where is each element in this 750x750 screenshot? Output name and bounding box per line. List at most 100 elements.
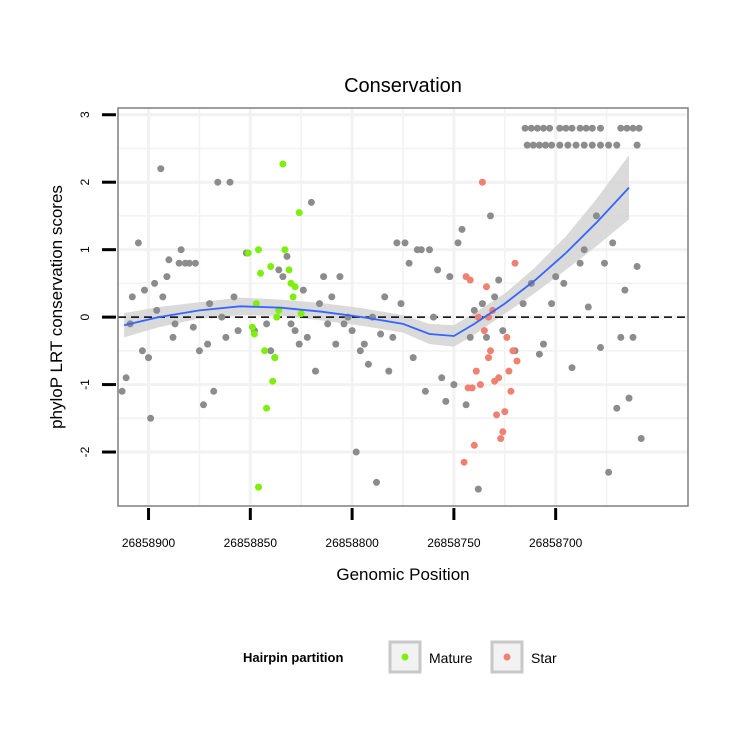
point-star bbox=[505, 367, 513, 375]
point-other bbox=[562, 124, 570, 132]
point-other bbox=[540, 340, 547, 348]
point-other bbox=[421, 387, 429, 395]
point-other bbox=[385, 367, 393, 375]
point-other bbox=[450, 381, 458, 389]
point-other bbox=[118, 387, 126, 395]
point-other bbox=[580, 246, 588, 254]
point-other bbox=[151, 279, 159, 287]
point-other bbox=[576, 124, 584, 132]
point-other bbox=[470, 306, 478, 314]
point-other bbox=[157, 165, 165, 173]
point-other bbox=[206, 300, 214, 308]
y-tick-label: 2 bbox=[78, 179, 92, 186]
point-other bbox=[426, 246, 433, 254]
point-other bbox=[430, 313, 437, 321]
point-other bbox=[163, 273, 171, 281]
point-other bbox=[546, 124, 554, 132]
point-other bbox=[556, 124, 564, 132]
point-star bbox=[476, 381, 484, 389]
y-tick-label: 1 bbox=[78, 246, 92, 253]
smooth-line-layer bbox=[123, 186, 630, 337]
point-other bbox=[625, 394, 633, 402]
point-other bbox=[560, 279, 568, 287]
point-mature bbox=[267, 263, 275, 270]
point-other bbox=[340, 320, 348, 328]
point-star bbox=[464, 384, 472, 392]
point-other bbox=[523, 141, 531, 149]
point-other bbox=[122, 374, 130, 382]
point-other bbox=[495, 276, 503, 284]
point-other bbox=[605, 468, 613, 476]
legend-title: Hairpin partition bbox=[243, 650, 343, 665]
point-other bbox=[605, 141, 613, 149]
y-tick-label: -1 bbox=[78, 379, 92, 390]
point-other bbox=[535, 350, 543, 358]
point-other bbox=[303, 333, 311, 341]
point-other bbox=[491, 293, 499, 301]
plot-panel-border bbox=[117, 107, 689, 507]
point-star bbox=[487, 347, 494, 355]
point-other bbox=[633, 263, 641, 270]
x-tick-label: 26858750 bbox=[427, 536, 481, 550]
chart-title: Conservation bbox=[344, 75, 462, 97]
point-other bbox=[222, 333, 230, 341]
point-other bbox=[393, 239, 401, 247]
point-other bbox=[405, 259, 413, 267]
point-mature bbox=[275, 306, 283, 314]
point-other bbox=[483, 333, 490, 341]
smooth-ribbon-layer bbox=[124, 155, 629, 347]
point-mature bbox=[279, 160, 287, 168]
point-other bbox=[466, 333, 474, 341]
point-other bbox=[159, 293, 167, 301]
point-mature bbox=[255, 483, 262, 491]
point-star bbox=[507, 387, 515, 395]
point-other bbox=[226, 178, 234, 186]
point-mature bbox=[273, 313, 281, 321]
point-other bbox=[153, 306, 161, 314]
point-other bbox=[332, 340, 340, 348]
point-other bbox=[389, 333, 397, 341]
point-other bbox=[487, 212, 494, 220]
point-other bbox=[580, 141, 588, 149]
point-star bbox=[472, 367, 480, 375]
y-axis-title: phyloP LRT conservation scores bbox=[47, 185, 66, 429]
point-other bbox=[568, 124, 576, 132]
point-other bbox=[584, 303, 592, 311]
point-other bbox=[234, 327, 242, 335]
point-other bbox=[597, 141, 604, 149]
point-other bbox=[134, 239, 142, 247]
point-other bbox=[210, 387, 218, 395]
point-star bbox=[503, 333, 511, 341]
point-mature bbox=[269, 377, 277, 385]
point-other bbox=[462, 401, 470, 409]
point-mature bbox=[297, 310, 305, 318]
point-other bbox=[377, 330, 385, 338]
point-mature bbox=[285, 266, 293, 274]
point-other bbox=[582, 124, 590, 132]
point-other bbox=[295, 340, 303, 348]
point-mature bbox=[250, 330, 258, 338]
x-axis-title: Genomic Position bbox=[336, 565, 469, 584]
point-star bbox=[478, 178, 486, 186]
point-mature bbox=[248, 323, 256, 331]
point-other bbox=[613, 404, 621, 412]
point-other bbox=[189, 323, 197, 331]
point-other bbox=[417, 246, 425, 254]
point-other bbox=[279, 273, 287, 281]
legend-label-mature: Mature bbox=[429, 650, 473, 666]
point-other bbox=[267, 347, 275, 355]
y-tick-label: 0 bbox=[78, 313, 92, 320]
point-star bbox=[495, 374, 503, 382]
point-other bbox=[499, 327, 507, 335]
point-mature bbox=[252, 300, 260, 308]
point-other bbox=[601, 259, 608, 267]
point-other bbox=[204, 340, 212, 348]
point-other bbox=[623, 124, 631, 132]
point-other bbox=[312, 367, 319, 375]
point-other bbox=[141, 286, 148, 294]
point-star bbox=[497, 435, 505, 442]
point-other bbox=[373, 478, 380, 486]
point-other bbox=[529, 141, 537, 149]
point-other bbox=[478, 300, 486, 308]
